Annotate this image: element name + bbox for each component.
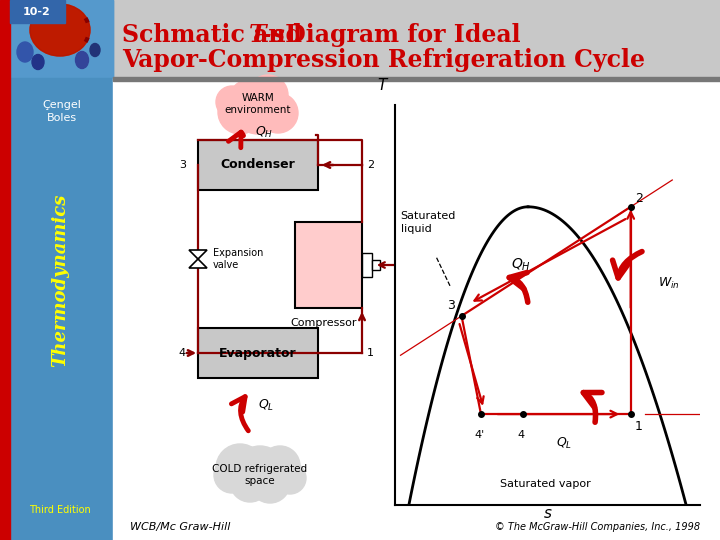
Circle shape (274, 462, 306, 494)
Text: Diagram for Ideal: Diagram for Ideal (277, 23, 521, 47)
Ellipse shape (32, 55, 44, 70)
X-axis label: $s$: $s$ (543, 507, 552, 522)
Text: 1: 1 (635, 420, 643, 433)
Bar (0, 0, 113, 540)
Ellipse shape (30, 4, 90, 56)
Text: 4: 4 (179, 348, 186, 358)
Circle shape (216, 86, 248, 118)
Text: 1: 1 (367, 348, 374, 358)
Bar (0, 0, 10, 540)
Bar (295, 222, 362, 308)
Circle shape (234, 446, 286, 498)
Text: Third Edition: Third Edition (29, 505, 91, 515)
Ellipse shape (17, 42, 33, 62)
Circle shape (248, 75, 288, 115)
Circle shape (230, 80, 266, 116)
Text: $Q_L$: $Q_L$ (258, 397, 274, 413)
Ellipse shape (30, 4, 90, 56)
Text: 10-2: 10-2 (23, 7, 51, 17)
Text: $W_{in}$: $W_{in}$ (407, 258, 426, 272)
Circle shape (258, 93, 298, 133)
Text: 3: 3 (179, 160, 186, 170)
Circle shape (218, 90, 262, 134)
Bar (10, 0, 113, 78)
Ellipse shape (76, 51, 89, 69)
Text: WCB/Mc Graw-Hill: WCB/Mc Graw-Hill (130, 522, 230, 532)
Text: Expansion: Expansion (213, 248, 264, 258)
Bar (362, 253, 372, 277)
Ellipse shape (90, 44, 100, 57)
Text: © The McGraw-Hill Companies, Inc., 1998: © The McGraw-Hill Companies, Inc., 1998 (495, 522, 700, 532)
Text: valve: valve (213, 260, 239, 270)
Circle shape (214, 457, 250, 493)
Text: 4': 4' (474, 430, 485, 441)
Text: $W_{in}$: $W_{in}$ (658, 276, 680, 291)
Bar (113, 0, 720, 78)
Text: Boles: Boles (47, 113, 77, 123)
Text: Saturated
liquid: Saturated liquid (400, 211, 456, 234)
Text: Saturated vapor: Saturated vapor (500, 479, 591, 489)
Text: $Q_L$: $Q_L$ (556, 436, 572, 451)
Circle shape (260, 446, 300, 486)
Circle shape (232, 82, 284, 134)
Text: Schmatic and: Schmatic and (122, 23, 310, 47)
Text: 2: 2 (367, 160, 374, 170)
Text: 3: 3 (446, 299, 454, 312)
Bar (372, 260, 380, 270)
Polygon shape (189, 250, 207, 268)
Text: Compressor: Compressor (290, 318, 356, 328)
Bar (198, 140, 318, 190)
Text: $Q_H$: $Q_H$ (511, 256, 531, 273)
Text: Condenser: Condenser (220, 159, 295, 172)
Text: Evaporator: Evaporator (219, 347, 297, 360)
Y-axis label: $T$: $T$ (377, 77, 389, 93)
Text: T-s: T-s (249, 23, 286, 47)
Bar (10, 0, 65, 23)
Text: 4: 4 (518, 430, 525, 441)
Text: $Q_H$: $Q_H$ (255, 124, 273, 139)
Text: 2: 2 (635, 192, 643, 205)
Text: COLD refrigerated
space: COLD refrigerated space (212, 464, 307, 486)
Circle shape (230, 462, 270, 502)
Text: Thermodynamics: Thermodynamics (51, 193, 69, 367)
Circle shape (250, 463, 290, 503)
Text: Çengel: Çengel (42, 100, 81, 110)
Bar (198, 328, 318, 378)
Bar (10, 78, 113, 540)
Circle shape (216, 444, 264, 492)
Bar (113, 77, 720, 81)
Text: WARM
environment: WARM environment (225, 93, 292, 115)
Bar (113, 78, 720, 540)
Text: Vapor-Compression Refrigeration Cycle: Vapor-Compression Refrigeration Cycle (122, 48, 645, 72)
